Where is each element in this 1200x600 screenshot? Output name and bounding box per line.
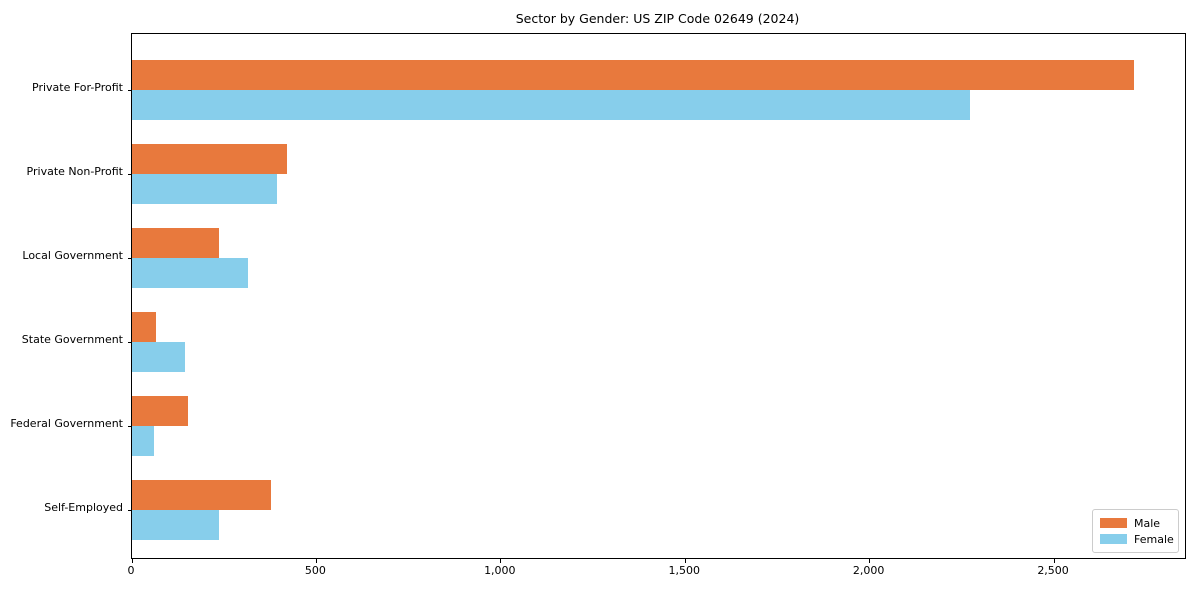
bar-female-federal-government xyxy=(132,426,155,456)
bar-male-private-non-profit xyxy=(132,144,287,174)
x-tick-label-1-000: 1,000 xyxy=(484,564,516,577)
chart-title: Sector by Gender: US ZIP Code 02649 (202… xyxy=(515,11,800,26)
y-tick-mark xyxy=(128,342,132,343)
plot-area xyxy=(128,33,1186,563)
legend-swatch-female xyxy=(1100,534,1127,544)
bar-female-private-for-profit xyxy=(132,90,970,120)
legend-item-female: Female xyxy=(1100,531,1178,547)
legend-label-male: Male xyxy=(1134,516,1161,530)
x-tick-mark xyxy=(500,559,502,563)
y-tick-mark xyxy=(128,510,132,511)
x-tick-label-0: 0 xyxy=(127,564,135,577)
y-tick-label-private-for-profit: Private For-Profit xyxy=(32,81,123,94)
x-tick-mark xyxy=(869,559,871,563)
y-tick-mark xyxy=(128,174,132,175)
y-tick-label-state-government: State Government xyxy=(21,333,123,346)
y-tick-label-local-government: Local Government xyxy=(22,249,123,262)
x-tick-label-2-000: 2,000 xyxy=(852,564,885,577)
bar-male-federal-government xyxy=(132,396,189,426)
y-tick-label-federal-government: Federal Government xyxy=(10,417,123,430)
bar-male-local-government xyxy=(132,228,219,258)
bar-female-private-non-profit xyxy=(132,174,277,204)
legend-swatch-male xyxy=(1100,518,1127,528)
x-tick-label-500: 500 xyxy=(304,564,326,577)
x-tick-mark xyxy=(684,559,686,563)
bar-female-local-government xyxy=(132,258,249,288)
bar-female-self-employed xyxy=(132,510,220,540)
x-tick-mark xyxy=(131,559,133,563)
x-tick-label-1-500: 1,500 xyxy=(668,564,700,577)
y-tick-mark xyxy=(128,258,132,259)
bar-male-self-employed xyxy=(132,480,272,510)
legend-item-male: Male xyxy=(1100,515,1178,531)
legend-label-female: Female xyxy=(1134,532,1174,546)
x-tick-mark xyxy=(315,559,317,563)
x-tick-label-2-500: 2,500 xyxy=(1037,564,1069,577)
y-tick-mark xyxy=(128,90,132,91)
bar-male-private-for-profit xyxy=(132,60,1135,90)
y-tick-label-self-employed: Self-Employed xyxy=(44,501,123,514)
x-tick-mark xyxy=(1053,559,1055,563)
y-tick-mark xyxy=(128,426,132,427)
y-tick-label-private-non-profit: Private Non-Profit xyxy=(26,165,123,178)
bar-female-state-government xyxy=(132,342,186,372)
bar-male-state-government xyxy=(132,312,156,342)
legend: Male Female xyxy=(1092,509,1179,553)
